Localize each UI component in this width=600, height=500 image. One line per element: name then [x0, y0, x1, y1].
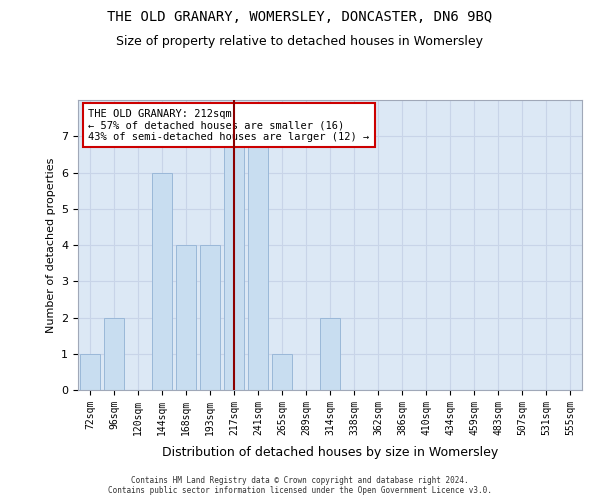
Text: THE OLD GRANARY, WOMERSLEY, DONCASTER, DN6 9BQ: THE OLD GRANARY, WOMERSLEY, DONCASTER, D…: [107, 10, 493, 24]
Bar: [80, 354, 100, 390]
Text: Size of property relative to detached houses in Womersley: Size of property relative to detached ho…: [116, 35, 484, 48]
Y-axis label: Number of detached properties: Number of detached properties: [46, 158, 56, 332]
Bar: [224, 136, 244, 390]
Bar: [320, 318, 340, 390]
Bar: [200, 245, 220, 390]
Text: Contains HM Land Registry data © Crown copyright and database right 2024.
Contai: Contains HM Land Registry data © Crown c…: [108, 476, 492, 495]
Bar: [176, 245, 196, 390]
Bar: [152, 172, 172, 390]
X-axis label: Distribution of detached houses by size in Womersley: Distribution of detached houses by size …: [162, 446, 498, 459]
Bar: [248, 136, 268, 390]
Bar: [272, 354, 292, 390]
Text: THE OLD GRANARY: 212sqm
← 57% of detached houses are smaller (16)
43% of semi-de: THE OLD GRANARY: 212sqm ← 57% of detache…: [88, 108, 370, 142]
Bar: [104, 318, 124, 390]
